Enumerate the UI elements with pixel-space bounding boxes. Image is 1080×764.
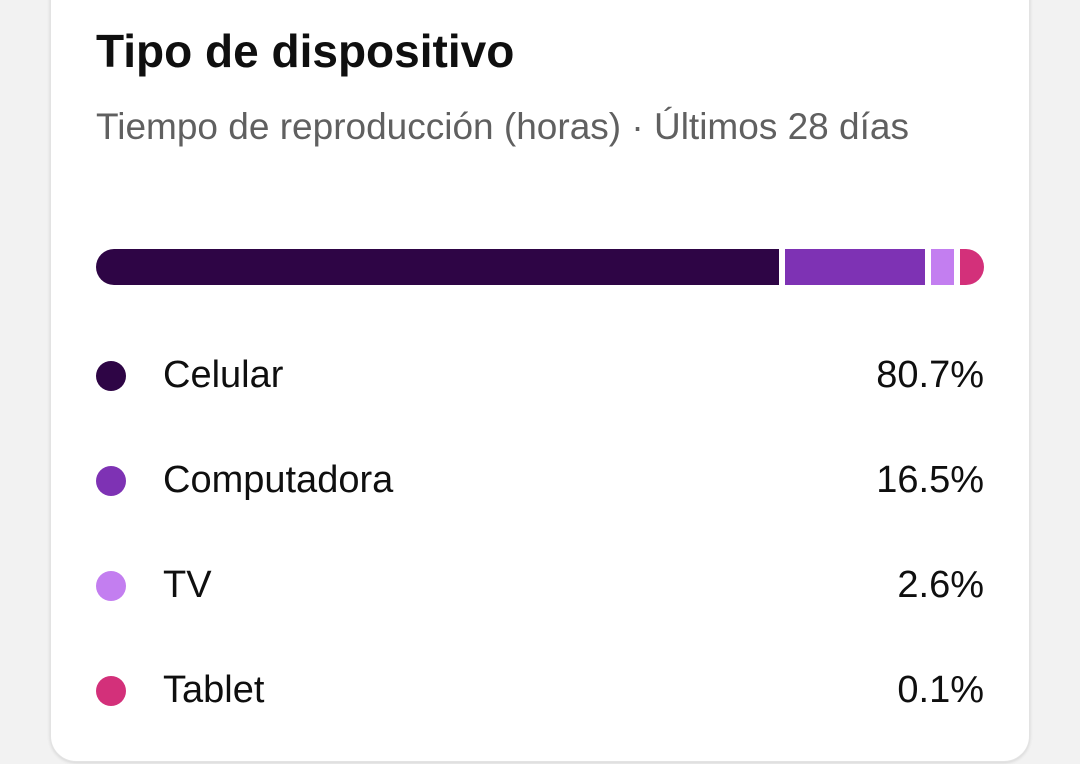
legend-item-computadora: Computadora 16.5% (96, 428, 984, 533)
legend-dot-tv (96, 570, 126, 601)
card-title: Tipo de dispositivo (96, 25, 515, 77)
legend-label-computadora: Computadora (163, 459, 394, 501)
legend-value-tablet: 0.1% (897, 669, 984, 711)
legend-dot-computadora (96, 465, 126, 496)
legend-item-tablet: Tablet 0.1% (96, 638, 984, 743)
bar-segment-celular (96, 249, 779, 285)
legend-value-celular: 80.7% (876, 354, 984, 396)
legend-value-computadora: 16.5% (876, 459, 984, 501)
legend-label-tv: TV (163, 564, 212, 606)
legend: Celular 80.7% Computadora 16.5% TV 2.6% Tablet… (96, 323, 984, 743)
legend-value-tv: 2.6% (897, 564, 984, 606)
stacked-bar-chart (96, 249, 984, 285)
legend-item-tv: TV 2.6% (96, 533, 984, 638)
device-type-card (50, 0, 1030, 762)
legend-dot-tablet (96, 675, 126, 706)
legend-item-celular: Celular 80.7% (96, 323, 984, 428)
legend-dot-celular (96, 360, 126, 391)
card-subtitle: Tiempo de reproducción (horas) · Últimos… (96, 106, 909, 147)
bar-segment-computadora (778, 249, 925, 285)
legend-label-celular: Celular (163, 354, 284, 396)
bar-segment-tv (924, 249, 955, 285)
legend-label-tablet: Tablet (163, 669, 265, 711)
bar-segment-tablet (954, 249, 984, 285)
